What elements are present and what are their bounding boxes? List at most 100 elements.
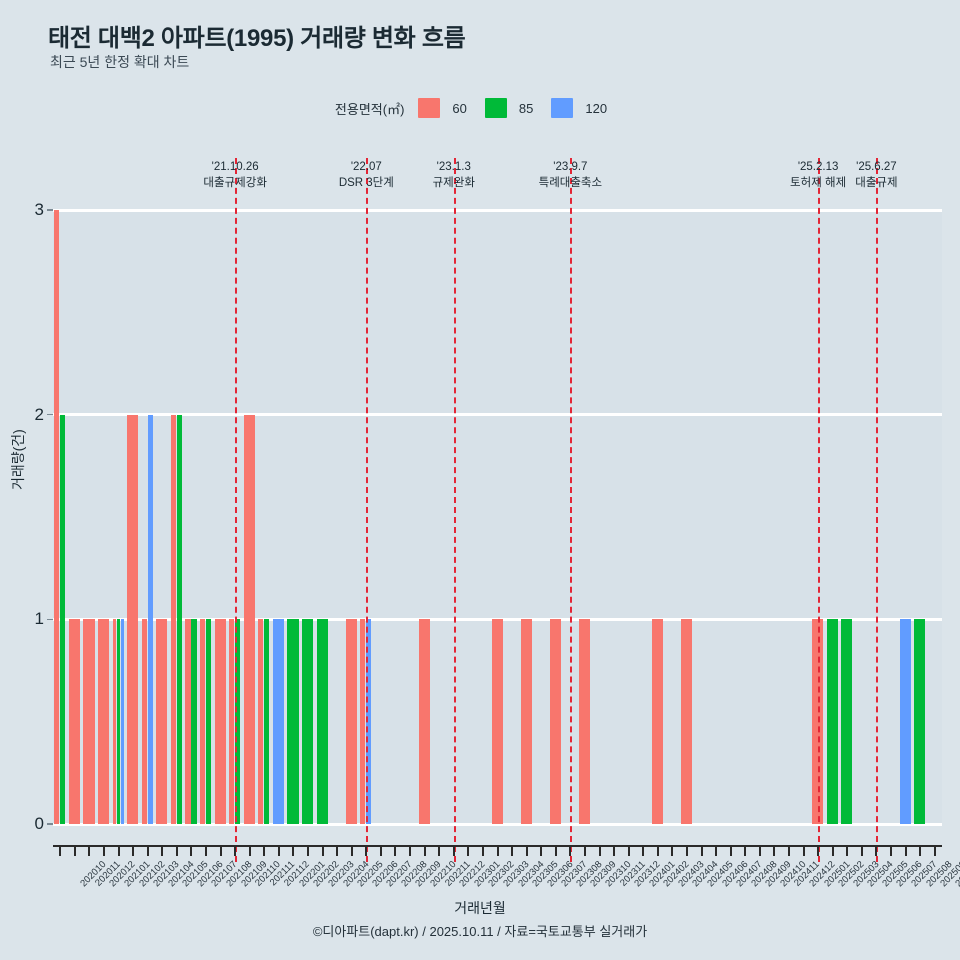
legend-label-85: 85 [518, 100, 534, 116]
x-tick [59, 845, 62, 856]
bar[interactable] [826, 619, 838, 824]
x-tick [496, 845, 499, 856]
x-tick [685, 845, 688, 856]
bar[interactable] [83, 619, 95, 824]
bar[interactable] [229, 619, 235, 824]
bar[interactable] [491, 619, 503, 824]
x-tick [175, 845, 178, 856]
annotation-date: '22.07 [350, 161, 382, 173]
bar[interactable] [272, 619, 284, 824]
legend-item-60[interactable]: 60 [418, 98, 467, 118]
bar[interactable] [176, 414, 182, 824]
x-tick [540, 845, 543, 856]
annotation-label-3: '23.9.7 특례대출축소 [539, 160, 602, 191]
bar[interactable] [54, 210, 60, 824]
bar[interactable] [345, 619, 357, 824]
annotation-label-5: '25.6.27 대출규제 [855, 160, 897, 191]
bar[interactable] [841, 619, 853, 824]
x-tick [117, 845, 120, 856]
x-tick [846, 845, 849, 856]
bar[interactable] [214, 619, 226, 824]
bar[interactable] [680, 619, 693, 824]
x-tick [73, 845, 76, 856]
x-tick [904, 845, 907, 856]
x-tick [263, 845, 266, 856]
bar[interactable] [141, 619, 147, 824]
x-tick [933, 845, 936, 856]
bar[interactable] [366, 619, 372, 824]
bar[interactable] [302, 619, 314, 824]
y-tick-mark-1 [47, 618, 53, 621]
x-tick [787, 845, 790, 856]
bar[interactable] [812, 619, 824, 824]
annotation-date: '23.1.3 [436, 161, 471, 173]
x-tick [88, 845, 91, 856]
gridline-1 [53, 617, 942, 621]
bar[interactable] [116, 619, 120, 824]
bar[interactable] [235, 619, 241, 824]
bar[interactable] [98, 619, 110, 824]
x-tick [860, 845, 863, 856]
x-tick [467, 845, 470, 856]
x-tick [598, 845, 601, 856]
bar[interactable] [316, 619, 328, 824]
bar[interactable] [264, 619, 270, 824]
bar[interactable] [899, 619, 911, 824]
x-tick [132, 845, 135, 856]
y-tick-label-1: 1 [34, 609, 44, 629]
bar[interactable] [185, 619, 191, 824]
bar[interactable] [258, 619, 264, 824]
bar[interactable] [206, 619, 212, 824]
x-tick [613, 845, 616, 856]
gridline-3 [53, 208, 942, 212]
x-tick [423, 845, 426, 856]
bar[interactable] [170, 414, 176, 824]
bar[interactable] [60, 414, 66, 824]
legend-swatch-85 [484, 98, 507, 118]
annotation-date: '21.10.26 [211, 161, 259, 173]
bar[interactable] [287, 619, 299, 824]
x-tick [554, 845, 557, 856]
x-tick [656, 845, 659, 856]
x-tick [350, 845, 353, 856]
legend-item-120[interactable]: 120 [551, 98, 607, 118]
page-title: 태전 대백2 아파트(1995) 거래량 변화 흐름 [48, 25, 466, 52]
x-tick [671, 845, 674, 856]
x-tick [452, 845, 455, 856]
annotation-label-2: '23.1.3 규제완화 [433, 160, 475, 191]
x-tick [409, 845, 412, 856]
bar[interactable] [112, 619, 116, 824]
bar[interactable] [156, 619, 168, 824]
bar[interactable] [243, 414, 255, 824]
bar[interactable] [651, 619, 663, 824]
x-tick [394, 845, 397, 856]
bar[interactable] [549, 619, 561, 824]
bar[interactable] [418, 619, 430, 824]
legend-title: 전용면적(㎡) [334, 101, 405, 117]
bar[interactable] [127, 414, 139, 824]
x-tick [219, 845, 222, 856]
x-tick [642, 845, 645, 856]
x-tick [321, 845, 324, 856]
x-tick [758, 845, 761, 856]
annotation-text: 특례대출축소 [538, 177, 603, 189]
bar[interactable] [120, 619, 124, 824]
legend-swatch-120 [551, 98, 574, 118]
bar[interactable] [68, 619, 80, 824]
y-tick-mark-2 [47, 413, 53, 416]
y-tick-label-3: 3 [34, 200, 44, 219]
annotation-label-4: '25.2.13 토허제 해제 [790, 160, 846, 191]
bar[interactable] [578, 619, 590, 824]
legend-item-85[interactable]: 85 [484, 98, 534, 118]
annotation-text: 대출규제 [855, 177, 898, 189]
bar[interactable] [914, 619, 926, 824]
bar[interactable] [147, 414, 153, 824]
bar[interactable] [200, 619, 206, 824]
bar[interactable] [191, 619, 197, 824]
x-tick [292, 845, 295, 856]
bar[interactable] [520, 619, 532, 824]
annotation-text: 규제완화 [432, 177, 475, 189]
bar[interactable] [360, 619, 366, 824]
x-tick [627, 845, 630, 856]
